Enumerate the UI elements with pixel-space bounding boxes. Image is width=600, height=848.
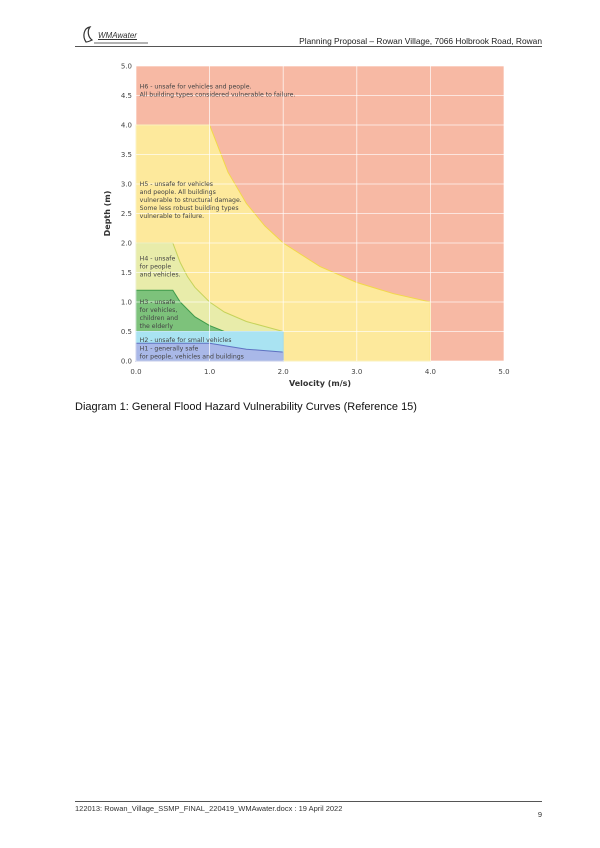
y-axis-label: Depth (m) — [103, 191, 112, 237]
y-tick-label: 5.0 — [121, 63, 132, 71]
flood-hazard-chart: 0.0 1.0 2.0 3.0 4.0 5.0 0.0 0.5 1.0 1.5 2.0 2.5 3.0 3… — [100, 60, 520, 395]
logo-swirl — [83, 26, 94, 43]
zone-h4-label: for people — [140, 264, 172, 271]
zone-h5-label: vulnerable to failure. — [140, 213, 205, 220]
y-tick-label: 4.0 — [121, 122, 132, 130]
zone-h1-label: for people, vehicles and buildings — [140, 353, 244, 360]
page-number: 9 — [537, 810, 542, 819]
x-tick-label: 5.0 — [498, 368, 509, 376]
zone-h5-label: and people. All buildings — [140, 189, 216, 196]
y-tick-label: 2.0 — [121, 240, 132, 248]
logo-text: WMAwater — [98, 31, 137, 40]
footer-doc-ref: 122013: Rowan_Village_SSMP_FINAL_220419_… — [75, 804, 343, 813]
wmawater-logo — [83, 26, 148, 44]
zone-h3-label: H3 - unsafe — [140, 299, 176, 306]
x-tick-label: 0.0 — [130, 368, 141, 376]
y-tick-label: 2.5 — [121, 210, 132, 218]
header-divider — [75, 46, 542, 47]
footer-divider — [75, 801, 542, 802]
zone-h5-label: Some less robust building types — [140, 205, 239, 212]
header-title: Planning Proposal – Rowan Village, 7066 … — [299, 36, 542, 46]
zone-h6-label: All building types considered vulnerable… — [140, 91, 296, 98]
chart-svg: 0.0 1.0 2.0 3.0 4.0 5.0 0.0 0.5 1.0 1.5 2.0 2.5 3.0 3… — [103, 63, 510, 389]
y-tick-label: 4.5 — [121, 92, 132, 100]
y-tick-label: 3.5 — [121, 151, 132, 159]
x-tick-label: 1.0 — [204, 368, 215, 376]
zone-h3-label: for vehicles, — [140, 307, 178, 314]
zone-h2-label: H2 - unsafe for small vehicles — [140, 337, 232, 344]
x-tick-label: 3.0 — [351, 368, 362, 376]
x-axis-label: Velocity (m/s) — [289, 379, 351, 388]
zone-h3-label: children and — [140, 315, 179, 322]
zone-h3-label: the elderly — [140, 323, 174, 330]
zone-h5-label: vulnerable to structural damage. — [140, 197, 242, 204]
x-tick-label: 4.0 — [425, 368, 436, 376]
y-tick-label: 1.5 — [121, 269, 132, 277]
y-tick-label: 0.0 — [121, 358, 132, 366]
x-tick-label: 2.0 — [278, 368, 289, 376]
y-tick-label: 0.5 — [121, 328, 132, 336]
y-tick-label: 1.0 — [121, 299, 132, 307]
zone-h6-label: H6 - unsafe for vehicles and people. — [140, 83, 252, 90]
zone-h5-label: H5 - unsafe for vehicles — [140, 181, 213, 188]
figure-caption: Diagram 1: General Flood Hazard Vulnerab… — [75, 401, 417, 413]
zone-h4-label: and vehicles. — [140, 272, 181, 279]
zone-h1-label: H1 - generally safe — [140, 345, 199, 352]
y-tick-label: 3.0 — [121, 181, 132, 189]
zone-h4-label: H4 - unsafe — [140, 256, 176, 263]
